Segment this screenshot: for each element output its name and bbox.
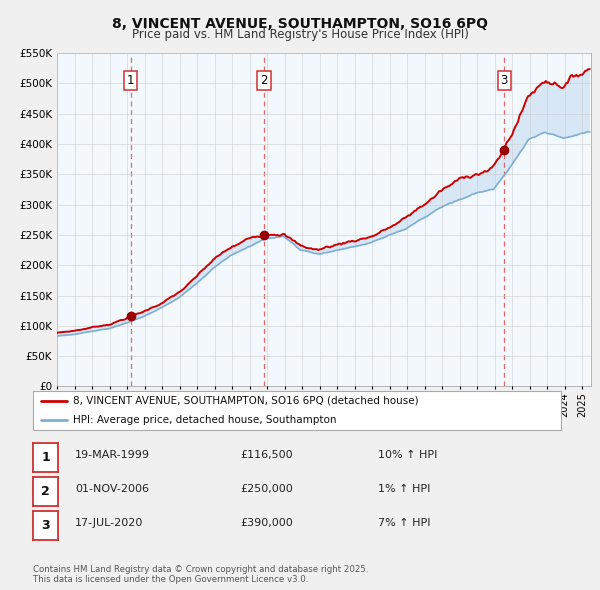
Text: £116,500: £116,500 <box>240 450 293 460</box>
Text: 17-JUL-2020: 17-JUL-2020 <box>75 519 143 528</box>
Text: 2: 2 <box>260 74 268 87</box>
Text: 10% ↑ HPI: 10% ↑ HPI <box>378 450 437 460</box>
Text: Contains HM Land Registry data © Crown copyright and database right 2025.
This d: Contains HM Land Registry data © Crown c… <box>33 565 368 584</box>
Text: 2: 2 <box>41 485 50 498</box>
Text: £390,000: £390,000 <box>240 519 293 528</box>
Text: £250,000: £250,000 <box>240 484 293 494</box>
Text: 3: 3 <box>41 519 50 532</box>
Text: 1% ↑ HPI: 1% ↑ HPI <box>378 484 430 494</box>
Text: 19-MAR-1999: 19-MAR-1999 <box>75 450 150 460</box>
Text: 1: 1 <box>127 74 134 87</box>
Text: 8, VINCENT AVENUE, SOUTHAMPTON, SO16 6PQ (detached house): 8, VINCENT AVENUE, SOUTHAMPTON, SO16 6PQ… <box>73 396 418 406</box>
Text: Price paid vs. HM Land Registry's House Price Index (HPI): Price paid vs. HM Land Registry's House … <box>131 28 469 41</box>
Text: 3: 3 <box>500 74 508 87</box>
Text: 01-NOV-2006: 01-NOV-2006 <box>75 484 149 494</box>
Text: 8, VINCENT AVENUE, SOUTHAMPTON, SO16 6PQ: 8, VINCENT AVENUE, SOUTHAMPTON, SO16 6PQ <box>112 17 488 31</box>
Text: 1: 1 <box>41 451 50 464</box>
Text: HPI: Average price, detached house, Southampton: HPI: Average price, detached house, Sout… <box>73 415 336 425</box>
Text: 7% ↑ HPI: 7% ↑ HPI <box>378 519 431 528</box>
